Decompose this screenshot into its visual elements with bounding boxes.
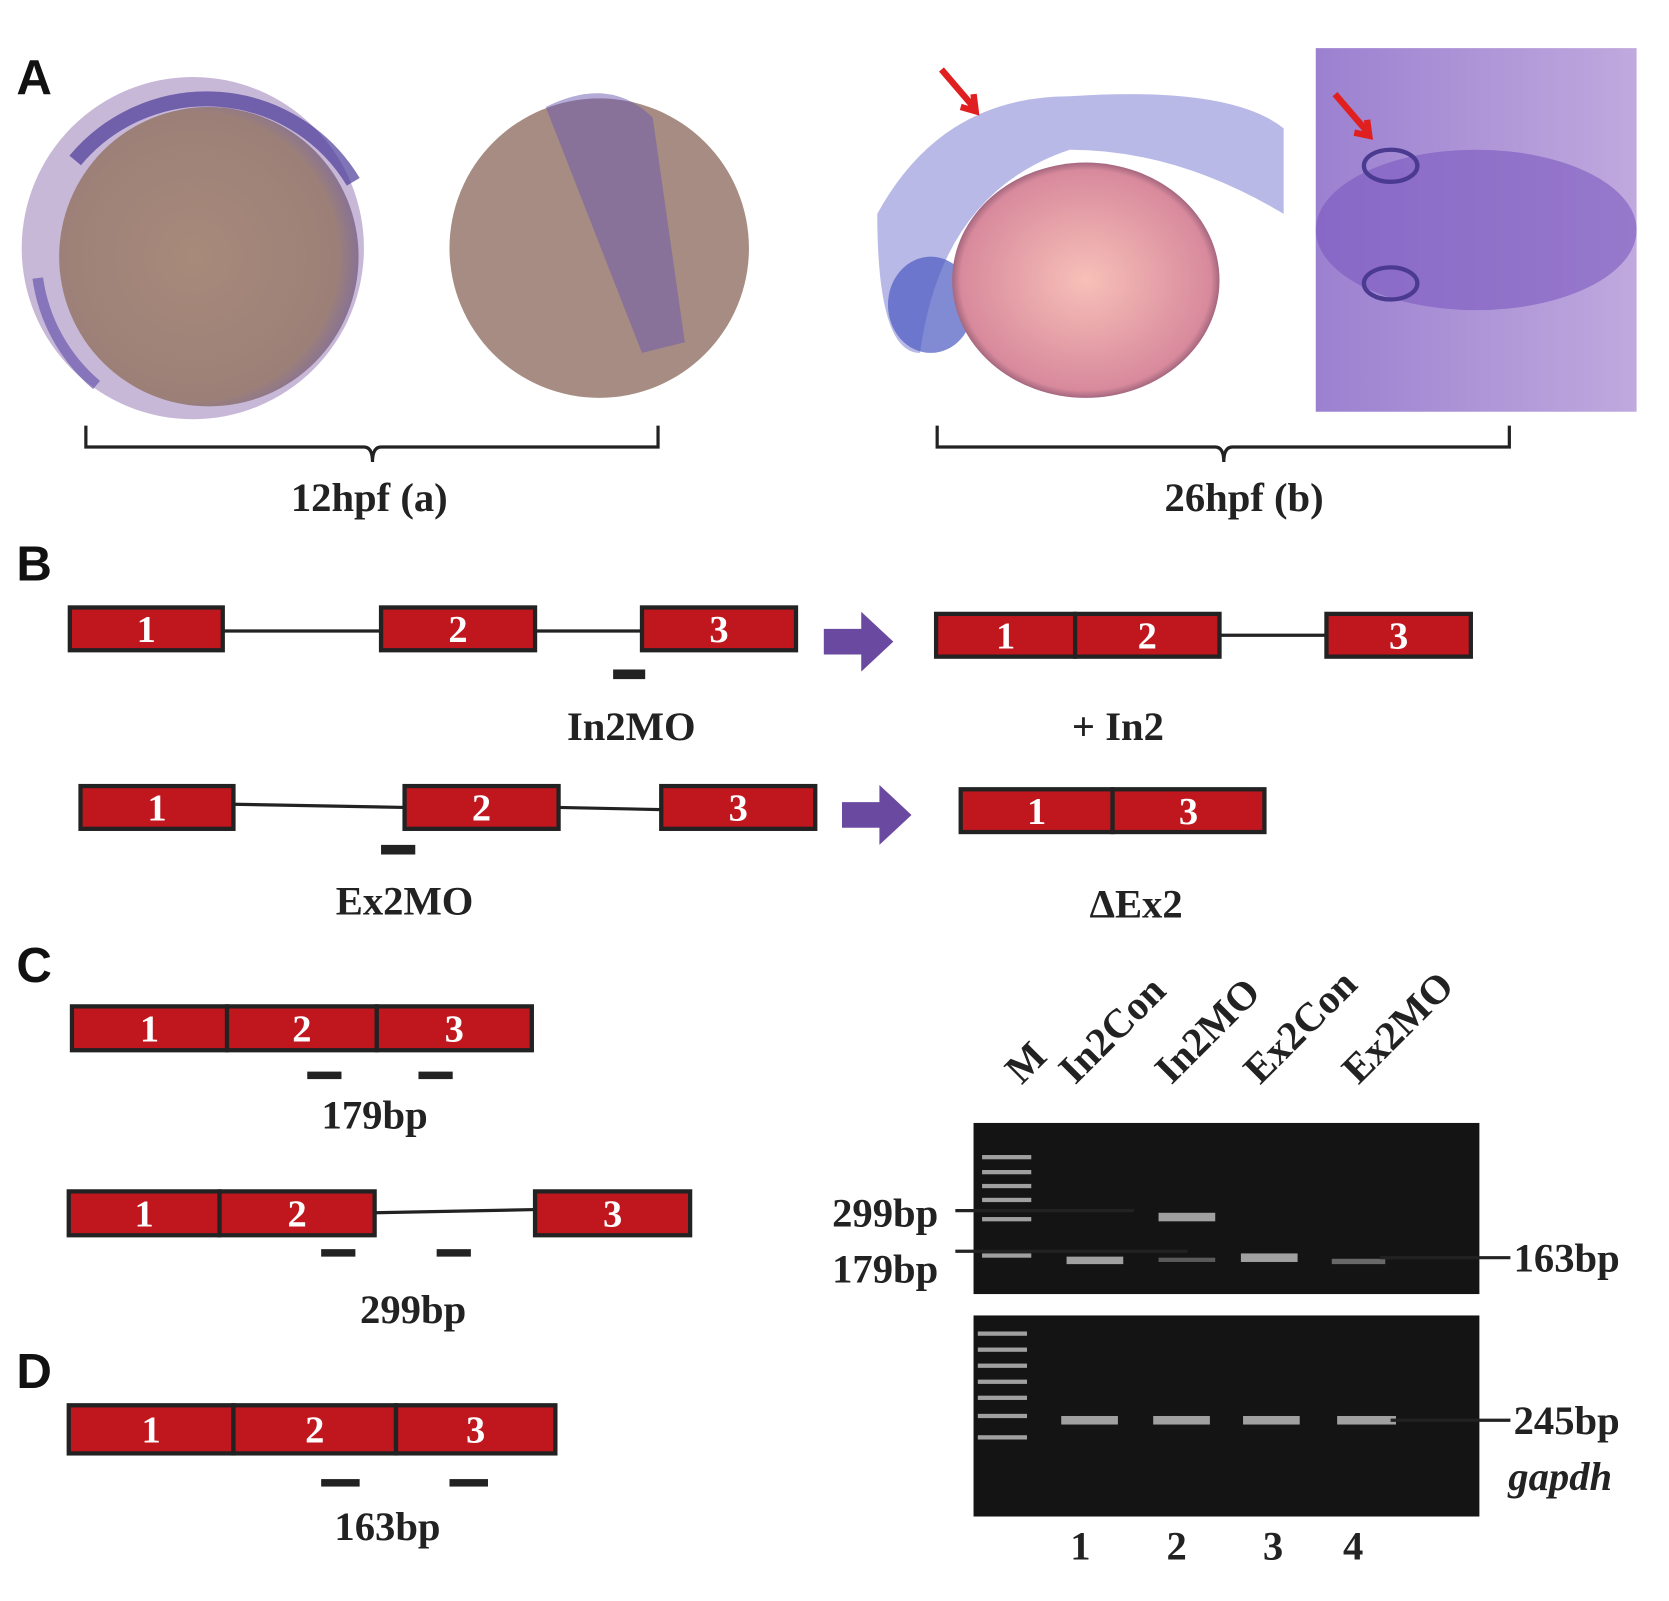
lane-number: 3 <box>1263 1523 1283 1568</box>
lane-number: 2 <box>1167 1523 1187 1568</box>
exon-number: 3 <box>603 1193 622 1235</box>
exon-number: 3 <box>1389 615 1408 657</box>
amplicon-label: 179bp <box>322 1092 428 1137</box>
morpholino-label: In2MO <box>567 704 696 749</box>
exon <box>217 1189 377 1238</box>
exon-number: 1 <box>140 1008 159 1050</box>
exon <box>374 1004 534 1053</box>
panel-label: D <box>16 1344 52 1399</box>
exon <box>67 605 225 653</box>
exon <box>402 783 561 831</box>
exon <box>659 783 818 831</box>
gene-label: gapdh <box>1507 1454 1612 1499</box>
exon <box>393 1403 558 1456</box>
exon-number: 2 <box>305 1409 324 1451</box>
amplicon-label: 163bp <box>334 1504 440 1549</box>
product-label: ΔEx2 <box>1089 882 1182 927</box>
exon-number: 3 <box>445 1008 464 1050</box>
lane-number: 4 <box>1343 1523 1363 1568</box>
exon-number: 1 <box>137 609 156 651</box>
exon <box>958 787 1115 835</box>
panel-label: A <box>16 50 52 105</box>
exon-number: 1 <box>141 1409 160 1451</box>
exon <box>378 605 538 653</box>
exon <box>78 783 236 831</box>
embryo-images <box>21 48 1637 463</box>
exon <box>1110 787 1267 835</box>
lane-label: M <box>996 1033 1055 1092</box>
exon <box>224 1004 379 1053</box>
exon-number: 1 <box>135 1193 154 1235</box>
introns <box>222 611 1327 1487</box>
exon-number: 2 <box>1138 615 1157 657</box>
amplicon-label: 299bp <box>360 1287 466 1332</box>
exon-number: 3 <box>1179 791 1198 833</box>
exon-number: 3 <box>466 1409 485 1451</box>
gel <box>955 1122 1511 1517</box>
morpholino-label: Ex2MO <box>336 878 474 923</box>
lane-number: 1 <box>1070 1523 1090 1568</box>
exon <box>639 605 799 653</box>
lane-label: In2Con <box>1050 967 1174 1091</box>
exon <box>66 1189 222 1238</box>
exon-number: 1 <box>1027 791 1046 833</box>
exon-number: 2 <box>448 609 467 651</box>
exon <box>1072 611 1222 659</box>
caption: 26hpf (b) <box>1165 475 1324 520</box>
exon <box>1324 611 1473 659</box>
exon-number: 3 <box>709 609 728 651</box>
caption: 12hpf (a) <box>291 475 448 520</box>
marker-label: 245bp <box>1514 1398 1620 1443</box>
product-label: + In2 <box>1072 704 1164 749</box>
exon <box>532 1189 693 1238</box>
exon-number: 2 <box>292 1008 311 1050</box>
marker-label: 299bp <box>832 1191 938 1236</box>
exon-number: 2 <box>472 788 491 830</box>
marker-label: 179bp <box>832 1246 938 1291</box>
panel-label: B <box>16 537 52 592</box>
marker-label: 163bp <box>1514 1236 1620 1281</box>
panel-label: C <box>16 938 52 993</box>
exon-number: 1 <box>147 788 166 830</box>
exon-number: 3 <box>729 788 748 830</box>
exon-number: 2 <box>287 1193 306 1235</box>
exon-number: 1 <box>996 615 1015 657</box>
